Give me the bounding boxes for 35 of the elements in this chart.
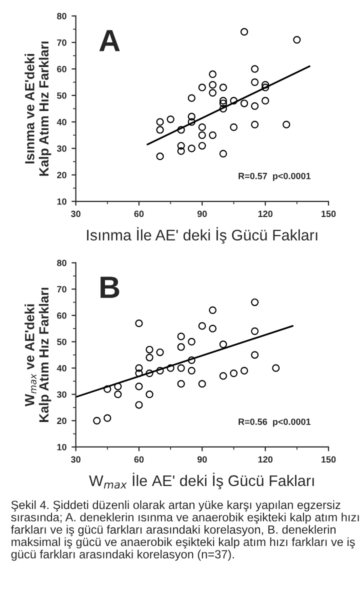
y-tick-label: 80 bbox=[57, 12, 66, 20]
y-tick-label: 20 bbox=[57, 418, 66, 424]
chart-title: A bbox=[99, 30, 120, 52]
y-tick-label: 60 bbox=[57, 312, 66, 319]
y-tick-label: 70 bbox=[57, 286, 66, 292]
annotation: R=0.56 p<0.0001 bbox=[238, 418, 311, 427]
y-tick-label: 40 bbox=[56, 118, 66, 126]
x-tick-label: 150 bbox=[322, 456, 336, 463]
y-tick-label: 40 bbox=[56, 365, 66, 372]
y-tick-label: 30 bbox=[56, 145, 66, 152]
x-tick-label: 60 bbox=[134, 210, 144, 218]
y-tick-label: 10 bbox=[57, 444, 66, 450]
x-tick-label: 90 bbox=[197, 456, 207, 463]
x-tick-label: 30 bbox=[70, 456, 80, 463]
y-axis-title: Isınma ve AE'deki Kalp Atım Hız Farkları bbox=[24, 42, 52, 176]
x-tick-label: 120 bbox=[258, 210, 272, 218]
x-tick-label: 90 bbox=[197, 210, 207, 218]
y-tick-label: 60 bbox=[57, 66, 66, 72]
x-tick-label: 150 bbox=[322, 210, 336, 218]
x-axis-title: Isınma İle AE' deki İş Gücü Fakları bbox=[87, 227, 318, 244]
y-tick-label: 50 bbox=[57, 92, 66, 99]
x-tick-label: 60 bbox=[134, 456, 144, 463]
y-tick-label: 30 bbox=[56, 391, 66, 398]
annotation: R=0.57 p<0.0001 bbox=[238, 172, 311, 182]
y-tick-label: 70 bbox=[57, 39, 66, 46]
x-tick-label: 120 bbox=[258, 456, 272, 463]
y-axis-title: W$_{max}$ ve AE'deki Kalp Atım Hız Farkları bbox=[24, 288, 52, 422]
y-tick-label: 80 bbox=[57, 260, 66, 266]
text: Şekil 4. Şiddeti düzenli olarak artan yüke karşı yapılan egzersiz sırasında; A. deneklerin ısınma ve anaerobik eşikteki kalp atım hızı farkları ve iş gücü farkları arasındaki korelasyon, B. deneklerin maksimal iş gücü ve anaerobik eşikteki kalp atım hızı farkları ve iş gücü farkları arasındaki korelasyon (n=37). bbox=[11, 500, 359, 561]
x-axis-title: W$_{max}$ İle AE' deki İş Gücü Fakları bbox=[89, 472, 314, 490]
chart-title: B bbox=[100, 276, 120, 298]
y-tick-label: 20 bbox=[57, 172, 66, 178]
y-tick-label: 10 bbox=[57, 198, 66, 205]
y-tick-label: 50 bbox=[57, 338, 66, 346]
x-tick-label: 30 bbox=[70, 210, 80, 218]
